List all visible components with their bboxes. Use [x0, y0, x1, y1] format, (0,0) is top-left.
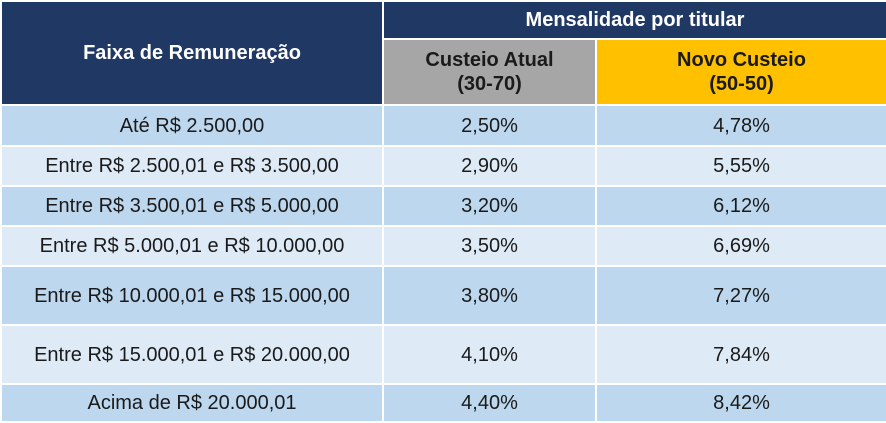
new-rate-cell: 7,27%: [595, 265, 886, 326]
new-cost-header-ratio: (50-50): [709, 73, 774, 95]
current-cost-header: Custeio Atual (30-70): [382, 38, 597, 106]
current-rate-cell: 3,80%: [382, 265, 597, 326]
current-cost-header-title: Custeio Atual: [425, 49, 554, 71]
new-rate-cell: 8,42%: [595, 383, 886, 423]
monthly-fee-group-header: Mensalidade por titular: [382, 0, 886, 40]
table-row: Entre R$ 5.000,01 e R$ 10.000,00 3,50% 6…: [0, 225, 886, 267]
new-cost-header-title: Novo Custeio: [677, 49, 806, 71]
range-cell: Entre R$ 10.000,01 e R$ 15.000,00: [0, 265, 384, 326]
table-row: Entre R$ 10.000,01 e R$ 15.000,00 3,80% …: [0, 265, 886, 326]
table-row: Até R$ 2.500,00 2,50% 4,78%: [0, 104, 886, 147]
new-rate-cell: 4,78%: [595, 104, 886, 147]
new-rate-cell: 6,69%: [595, 225, 886, 267]
range-cell: Entre R$ 3.500,01 e R$ 5.000,00: [0, 185, 384, 227]
current-rate-cell: 2,90%: [382, 145, 597, 187]
table-row: Entre R$ 3.500,01 e R$ 5.000,00 3,20% 6,…: [0, 185, 886, 227]
current-cost-header-ratio: (30-70): [457, 73, 522, 95]
new-rate-cell: 7,84%: [595, 324, 886, 385]
current-rate-cell: 4,10%: [382, 324, 597, 385]
current-rate-cell: 3,20%: [382, 185, 597, 227]
new-cost-header: Novo Custeio (50-50): [595, 38, 886, 106]
current-rate-cell: 2,50%: [382, 104, 597, 147]
table-row: Entre R$ 15.000,01 e R$ 20.000,00 4,10% …: [0, 324, 886, 385]
range-cell: Entre R$ 2.500,01 e R$ 3.500,00: [0, 145, 384, 187]
range-column-header: Faixa de Remuneração: [0, 0, 384, 106]
range-cell: Entre R$ 15.000,01 e R$ 20.000,00: [0, 324, 384, 385]
new-rate-cell: 5,55%: [595, 145, 886, 187]
new-rate-cell: 6,12%: [595, 185, 886, 227]
current-rate-cell: 4,40%: [382, 383, 597, 423]
range-cell: Até R$ 2.500,00: [0, 104, 384, 147]
table-row: Entre R$ 2.500,01 e R$ 3.500,00 2,90% 5,…: [0, 145, 886, 187]
range-cell: Entre R$ 5.000,01 e R$ 10.000,00: [0, 225, 384, 267]
current-rate-cell: 3,50%: [382, 225, 597, 267]
range-cell: Acima de R$ 20.000,01: [0, 383, 384, 423]
table-row: Acima de R$ 20.000,01 4,40% 8,42%: [0, 383, 886, 423]
